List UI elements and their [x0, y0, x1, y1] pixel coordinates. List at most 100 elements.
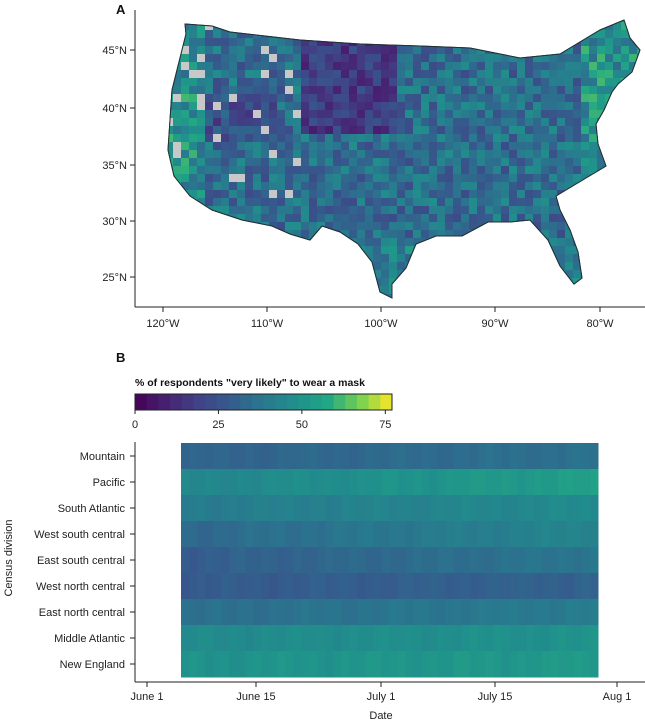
county-cell: [237, 230, 246, 239]
heatmap-cell: [365, 521, 374, 548]
county-cell: [477, 70, 486, 79]
county-cell: [189, 46, 198, 55]
county-cell: [637, 286, 640, 295]
county-cell: [173, 198, 182, 207]
county-cell: [261, 20, 270, 23]
county-cell: [613, 286, 622, 295]
county-cell: [173, 166, 182, 175]
heatmap-cell: [389, 443, 399, 470]
county-cell: [525, 94, 534, 103]
county-cell: [413, 214, 422, 223]
county-cell: [629, 94, 638, 103]
heatmap-cell: [229, 443, 238, 470]
county-cell: [429, 214, 438, 223]
heatmap-cell: [485, 495, 495, 522]
county-cell: [277, 206, 286, 215]
county-cell: [253, 30, 262, 39]
county-cell: [421, 54, 430, 63]
county-cell: [173, 254, 182, 263]
county-cell: [309, 270, 318, 279]
county-cell: [573, 70, 582, 79]
county-cell: [621, 278, 630, 287]
heatmap-cell: [333, 547, 342, 574]
heatmap-cell: [485, 547, 495, 574]
county-cell: [269, 20, 278, 23]
county-cell: [445, 86, 454, 95]
heatmap-cell: [397, 495, 407, 522]
heatmap-cell: [357, 573, 366, 600]
county-cell: [437, 206, 446, 215]
heatmap-cell: [501, 547, 511, 574]
county-cell: [437, 246, 446, 255]
heatmap-cell: [589, 495, 599, 522]
county-cell: [341, 166, 350, 175]
county-cell: [477, 286, 486, 295]
county-cell: [501, 262, 510, 271]
county-cell: [565, 230, 574, 239]
county-cell: [277, 254, 286, 263]
heatmap-cell: [421, 625, 431, 652]
heatmap-cell: [197, 521, 206, 548]
colorbar-segment: [170, 394, 183, 410]
county-cell: [333, 214, 342, 223]
county-cell: [357, 246, 366, 255]
county-cell: [605, 158, 614, 167]
heatmap-cell: [373, 469, 382, 496]
county-cell: [501, 254, 510, 263]
county-cell: [309, 110, 318, 119]
county-cell: [565, 182, 574, 191]
colorbar-segment: [275, 394, 288, 410]
county-cell: [453, 278, 462, 287]
heatmap-cell: [413, 547, 423, 574]
county-cell: [285, 222, 294, 231]
county-cell: [181, 294, 190, 298]
heatmap-cell: [277, 625, 286, 652]
county-cell: [461, 102, 470, 111]
heatmap-cell: [309, 573, 318, 600]
county-cell: [533, 62, 542, 71]
county-cell: [533, 30, 542, 39]
heatmap-cell: [381, 625, 390, 652]
heatmap-cell: [197, 443, 206, 470]
county-cell: [205, 246, 214, 255]
heatmap-cell: [477, 495, 487, 522]
county-cell: [421, 38, 430, 47]
county-cell: [189, 22, 198, 31]
county-cell: [213, 102, 222, 111]
county-cell: [293, 246, 302, 255]
colorbar-frame: [134, 393, 393, 411]
county-cell: [365, 142, 374, 151]
county-cell: [573, 222, 582, 231]
county-cell: [189, 230, 198, 239]
county-cell: [533, 38, 542, 47]
county-cell: [269, 190, 278, 199]
county-cell: [557, 142, 566, 151]
county-cell: [629, 46, 638, 55]
county-cell: [565, 246, 574, 255]
heatmap-cell: [493, 521, 503, 548]
county-cell: [533, 222, 542, 231]
county-cell: [445, 20, 454, 23]
county-cell: [549, 166, 558, 175]
county-cell: [389, 102, 398, 111]
county-cell: [501, 38, 510, 47]
county-cell: [173, 134, 182, 143]
county-cell: [525, 262, 534, 271]
county-cell: [445, 198, 454, 207]
county-cell: [565, 294, 574, 298]
heatmap-cell: [245, 547, 254, 574]
heatmap-cell: [573, 521, 583, 548]
county-cell: [621, 54, 630, 63]
county-cell: [237, 190, 246, 199]
county-cell: [637, 174, 640, 183]
heatmap-cell: [589, 443, 599, 470]
county-cell: [357, 22, 366, 31]
county-cell: [168, 222, 174, 231]
county-cell: [349, 126, 358, 135]
county-cell: [581, 78, 590, 87]
county-cell: [517, 150, 526, 159]
county-cell: [525, 70, 534, 79]
county-cell: [277, 294, 286, 298]
heatmap-cell: [269, 469, 278, 496]
county-cell: [365, 174, 374, 183]
